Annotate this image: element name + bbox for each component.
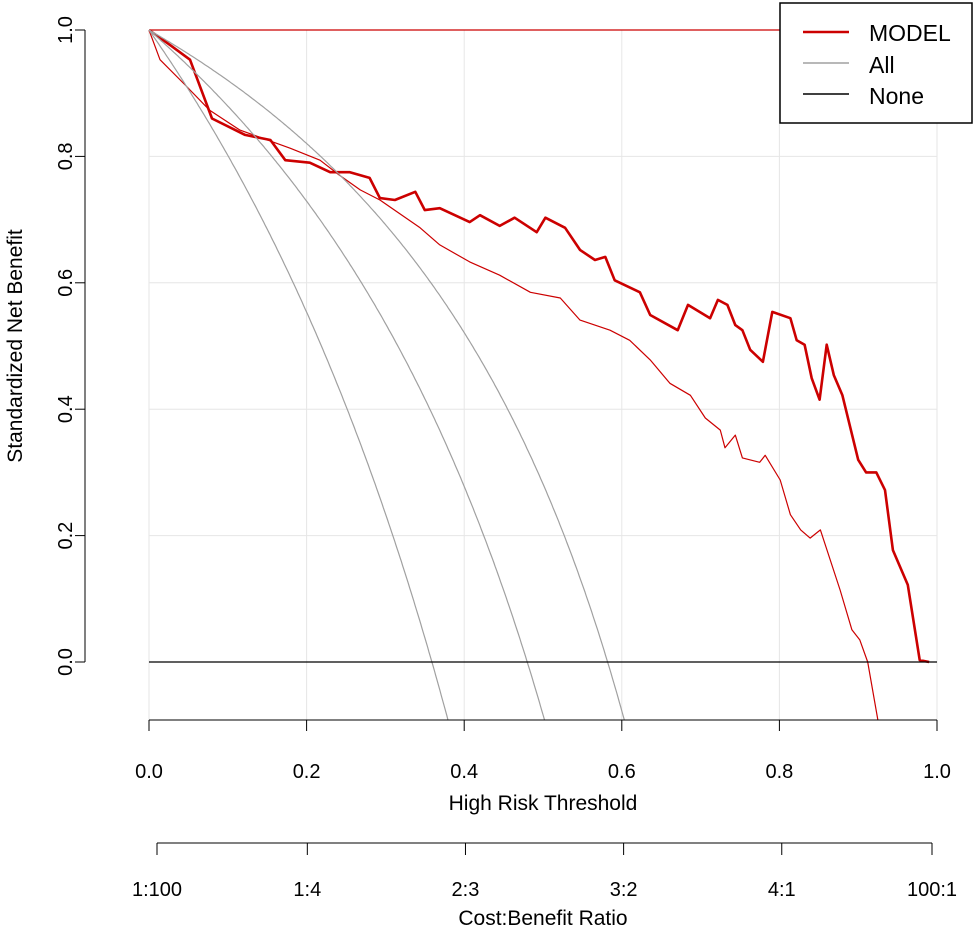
secondary-axis-label: Cost:Benefit Ratio bbox=[458, 907, 627, 930]
y-tick-label: 0.6 bbox=[55, 269, 77, 297]
legend: MODEL All None bbox=[779, 2, 973, 124]
y-tick-label: 0.0 bbox=[55, 648, 77, 676]
secondary-tick-label: 2:3 bbox=[452, 879, 480, 901]
series-line-model bbox=[148, 28, 930, 664]
grid bbox=[148, 29, 938, 721]
x-tick-label: 0.2 bbox=[293, 761, 321, 783]
cost-benefit-axis: 1:100 1:4 2:3 3:2 4:1 100:1 bbox=[132, 842, 957, 901]
x-axis-label: High Risk Threshold bbox=[449, 792, 638, 815]
y-axis: 0.0 0.2 0.4 0.6 0.8 1.0 bbox=[55, 16, 86, 676]
secondary-tick-label: 4:1 bbox=[768, 879, 796, 901]
x-tick-label: 0.4 bbox=[450, 761, 478, 783]
x-tick-label: 0.6 bbox=[608, 761, 636, 783]
y-tick-label: 0.8 bbox=[55, 142, 77, 170]
secondary-tick-label: 1:100 bbox=[132, 879, 182, 901]
secondary-tick-label: 3:2 bbox=[610, 879, 638, 901]
secondary-tick-label: 100:1 bbox=[907, 879, 957, 901]
x-tick-label: 0.8 bbox=[765, 761, 793, 783]
series-group bbox=[148, 28, 937, 721]
legend-label-all: All bbox=[869, 52, 895, 78]
series-line-all bbox=[148, 29, 626, 721]
x-tick-label: 1.0 bbox=[923, 761, 951, 783]
x-axis: 0.0 0.2 0.4 0.6 0.8 1.0 bbox=[135, 719, 951, 783]
series-line-all bbox=[148, 29, 449, 721]
x-tick-label: 0.0 bbox=[135, 761, 163, 783]
legend-label-none: None bbox=[869, 83, 924, 109]
legend-label-model: MODEL bbox=[869, 20, 951, 46]
y-tick-label: 0.4 bbox=[55, 395, 77, 423]
y-axis-label: Standardized Net Benefit bbox=[4, 229, 27, 463]
series-line-model-bound-1 bbox=[148, 29, 879, 721]
y-tick-label: 1.0 bbox=[55, 16, 77, 44]
series-line-all bbox=[148, 29, 546, 721]
secondary-tick-label: 1:4 bbox=[293, 879, 321, 901]
y-tick-label: 0.2 bbox=[55, 522, 77, 550]
curves bbox=[148, 28, 937, 721]
